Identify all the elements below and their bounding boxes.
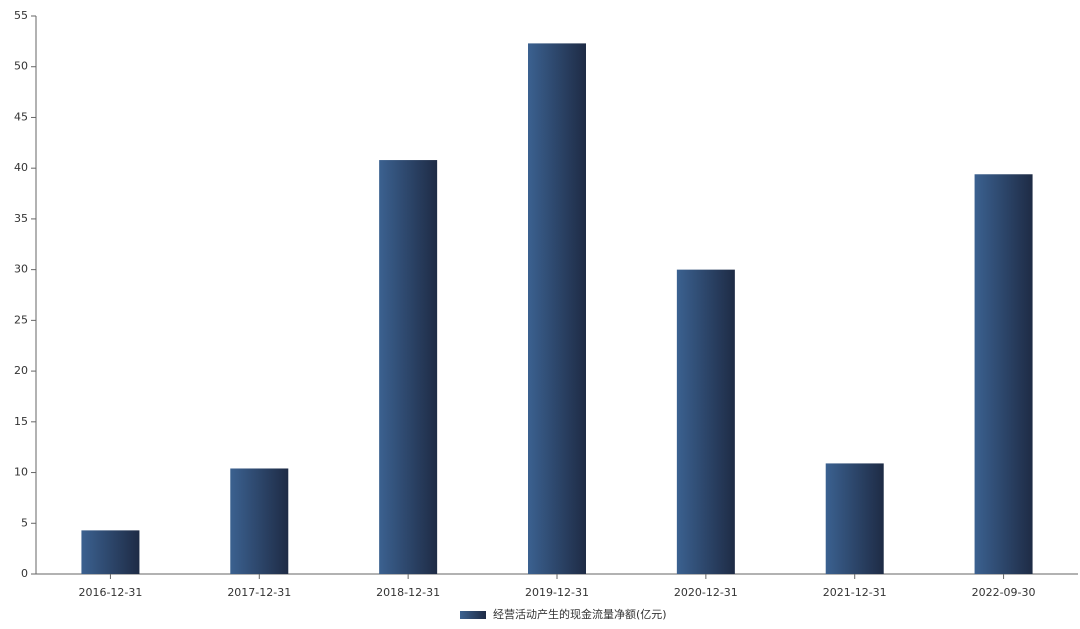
bar (676, 269, 735, 574)
y-tick-label: 35 (14, 212, 28, 225)
y-tick-label: 10 (14, 466, 28, 479)
legend-swatch (460, 611, 486, 619)
legend-label: 经营活动产生的现金流量净额(亿元) (493, 607, 667, 621)
bar (379, 160, 438, 574)
y-tick-label: 0 (21, 567, 28, 580)
x-tick-label: 2018-12-31 (376, 586, 440, 599)
y-tick-label: 5 (21, 516, 28, 529)
x-tick-label: 2019-12-31 (525, 586, 589, 599)
y-tick-label: 15 (14, 415, 28, 428)
y-tick-label: 50 (14, 60, 28, 73)
y-tick-label: 20 (14, 364, 28, 377)
y-tick-label: 30 (14, 263, 28, 276)
bar (528, 43, 586, 575)
y-tick-label: 55 (14, 9, 28, 22)
y-tick-label: 25 (14, 313, 28, 326)
bar (974, 174, 1033, 574)
x-tick-label: 2016-12-31 (78, 586, 142, 599)
x-tick-label: 2020-12-31 (674, 586, 738, 599)
y-tick-label: 40 (14, 161, 28, 174)
bar (81, 530, 140, 574)
y-tick-label: 45 (14, 110, 28, 123)
x-tick-label: 2021-12-31 (823, 586, 887, 599)
x-tick-label: 2017-12-31 (227, 586, 291, 599)
x-tick-label: 2022-09-30 (972, 586, 1036, 599)
bar (825, 463, 884, 574)
bar (230, 468, 289, 574)
